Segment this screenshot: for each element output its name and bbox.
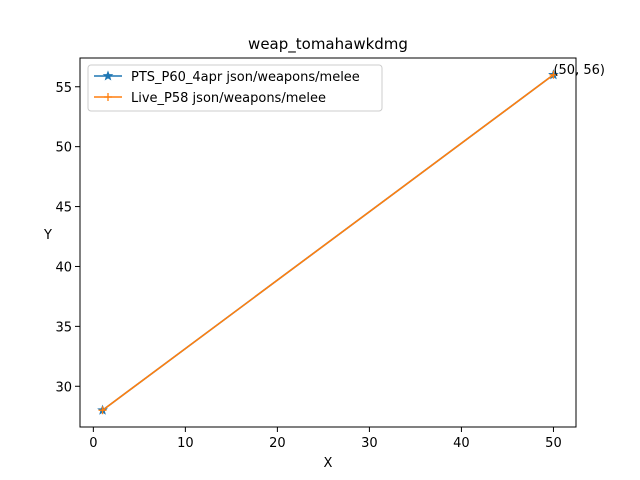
- legend: PTS_P60_4apr json/weapons/melee Live_P58 …: [87, 64, 383, 112]
- legend-label-0: PTS_P60_4apr json/weapons/melee: [131, 70, 360, 85]
- annotation-layer: (50, 56): [553, 63, 605, 78]
- legend-entries: PTS_P60_4apr json/weapons/melee Live_P58 …: [94, 70, 360, 106]
- plot-frame: [79, 57, 577, 428]
- x-tick-label: 20: [269, 436, 286, 451]
- y-tick-label: 50: [55, 141, 72, 156]
- chart-title: weap_tomahawkdmg: [248, 35, 408, 54]
- series-layer: [97, 69, 559, 415]
- x-tick-label: 50: [545, 436, 562, 451]
- x-tick-label: 40: [453, 436, 470, 451]
- y-tick-label: 45: [55, 201, 72, 216]
- legend-box: [87, 64, 383, 112]
- series-1-point: [98, 406, 107, 415]
- legend-marker-1: [104, 93, 112, 101]
- x-tick-label: 30: [361, 436, 378, 451]
- point-annotation: (50, 56): [553, 63, 605, 78]
- y-axis-ticks: 30 35 40 45 50 55: [55, 81, 80, 395]
- legend-label-1: Live_P58 json/weapons/melee: [131, 91, 326, 106]
- x-tick-label: 0: [89, 436, 97, 451]
- series-line-1: [102, 74, 554, 411]
- legend-marker-0: [102, 70, 114, 81]
- x-axis-ticks: 0 10 20 30 40 50: [89, 427, 562, 451]
- series-1-point: [549, 70, 558, 79]
- y-tick-label: 40: [55, 260, 72, 275]
- y-tick-label: 55: [55, 81, 72, 96]
- y-axis-label: Y: [43, 228, 52, 243]
- y-tick-label: 30: [55, 380, 72, 395]
- x-tick-label: 10: [177, 436, 194, 451]
- y-tick-label: 35: [55, 320, 72, 335]
- x-axis-label: X: [324, 456, 333, 471]
